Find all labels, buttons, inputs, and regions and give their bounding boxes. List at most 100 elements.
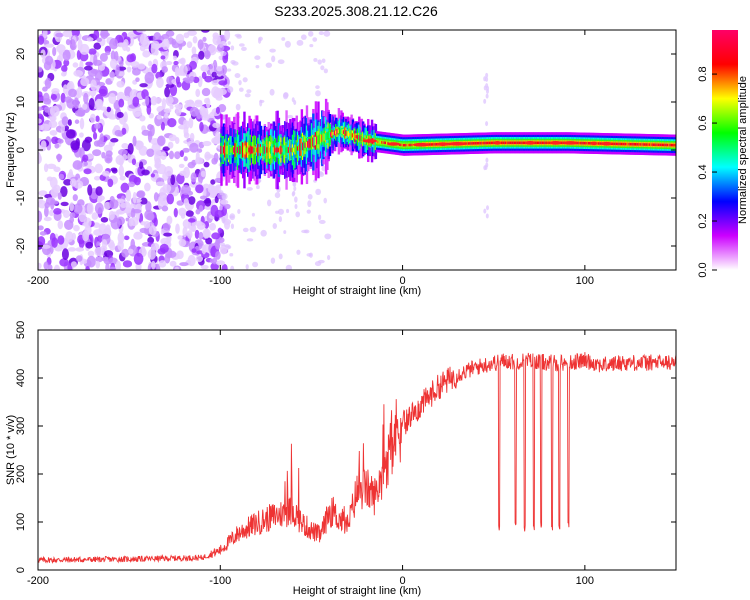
spectrogram-cell [117,232,125,244]
spectrogram-cell [170,174,176,186]
spectrogram-cell [87,250,95,257]
spectrogram-cell [85,241,94,249]
spectrogram-cell [256,185,260,190]
spectrogram-cell [56,153,62,163]
spectrogram-cell [269,88,275,96]
spectrogram-cell [161,205,169,212]
spectrogram-cell [252,261,259,268]
spectrogram-cell [478,141,481,145]
spectrogram-cell [200,264,209,270]
spectrogram-cell [524,141,536,145]
spectrogram-cell [349,132,352,136]
spectrogram-cell [203,229,210,239]
spectrogram-cell [72,62,79,68]
spectrogram-cell [211,232,221,240]
spectrogram-cell [45,55,54,66]
spectrogram-cell [543,141,546,145]
spectrogram-cell [489,141,492,145]
spectrogram-cell [295,146,298,152]
spectrogram-cell [221,263,228,270]
spectrogram-cell [50,94,57,100]
spectrogram-cell [226,68,232,72]
spectrogram-cell [117,71,125,77]
spectrogram-cell [184,120,190,130]
spectrogram-cell [340,128,343,134]
spectrogram-cell [631,142,634,146]
spectrogram-cell [198,50,205,60]
spectrogram-cell [179,57,186,65]
spectrogram-cell [73,180,84,189]
spectrogram-cell [224,146,227,154]
spectrogram-cell [147,236,155,244]
spectrogram-cell [73,203,83,214]
spectrogram-cell [284,145,287,155]
spectrogram-cell [240,147,244,153]
spectrogram-cell [139,44,146,52]
spectrogram-cell [105,150,113,157]
spectrogram-cell [245,147,249,153]
spectrogram-cell [165,83,175,88]
spectrogram-cell [647,143,651,146]
spectrogram-cell [65,129,76,139]
spectrogram-cell [387,142,400,146]
x-tick-label: -200 [27,575,49,587]
spectrogram-cell [649,143,652,146]
spectrogram-cell [335,130,338,134]
spectrogram-cell [98,88,107,95]
spectrogram-cell [344,131,347,134]
spectrogram-cell [135,77,140,83]
snr-axes: -200 -100 0 100 0 100 200 300 400 500 [15,321,676,587]
spectrogram-cell [282,146,286,154]
spectrogram-cell [88,98,95,111]
spectrogram-cell [38,35,45,45]
spectrogram-cell [467,142,471,145]
spectrogram-cell [381,141,384,144]
spectrogram-cell [247,146,250,154]
spectrogram-cell [246,186,253,191]
spectrogram-cell [49,129,58,136]
snr-ylabel: SNR (10 * v/v) [5,415,17,485]
spectrogram-cell [40,49,46,59]
spectrogram-cell [233,147,236,153]
spectrogram-cell [189,132,195,142]
spectrogram-cell [315,188,322,196]
spectrogram-cell [293,186,297,192]
x-tick-label: 100 [576,575,594,587]
spectrogram-cell [157,197,163,210]
spectrogram-cell [69,202,75,212]
colorbar-ticks: 0.0 0.2 0.4 0.6 0.8 [697,66,717,278]
spectrogram-cell [214,75,224,80]
spectrogram-cell [110,138,119,143]
spectrogram-cell [179,150,184,158]
spectrogram-cell [210,179,216,185]
spectrogram-cell [183,156,188,162]
spectrogram-cell [121,41,128,52]
spectrogram-cell [176,250,184,260]
spectrogram-cell [521,141,524,145]
spectrogram-cell [483,208,487,214]
spectrogram-cell [654,143,657,146]
spectrogram-cell [617,142,620,146]
spectrogram-cell [211,139,222,144]
spectrogram-cell [125,217,130,222]
spectrogram-cell [153,217,158,227]
spectrogram-cell [259,99,265,103]
spectrogram-cell [174,266,180,270]
spectrogram-cell [60,201,69,207]
spectrogram-cell [481,141,485,145]
spectrogram-cell [315,136,319,145]
spectrogram-cell [215,106,221,115]
spectrogram-cell [267,147,270,153]
spectrogram-cell [98,223,107,235]
spectrogram-cell [88,48,97,55]
spectrogram-cell [195,255,204,263]
spectrogram-cell [67,119,72,126]
spectrogram-cell [670,143,674,147]
spectrogram-cell [175,33,185,44]
spectrogram-cell [287,147,291,153]
spectrogram-cell [214,239,221,250]
snr-panel: -200 -100 0 100 0 100 200 300 400 500 Height of s… [5,321,677,597]
spectrogram-cell [646,143,649,146]
spectrogram-cell [182,226,188,238]
spectrogram-cell [90,79,97,92]
